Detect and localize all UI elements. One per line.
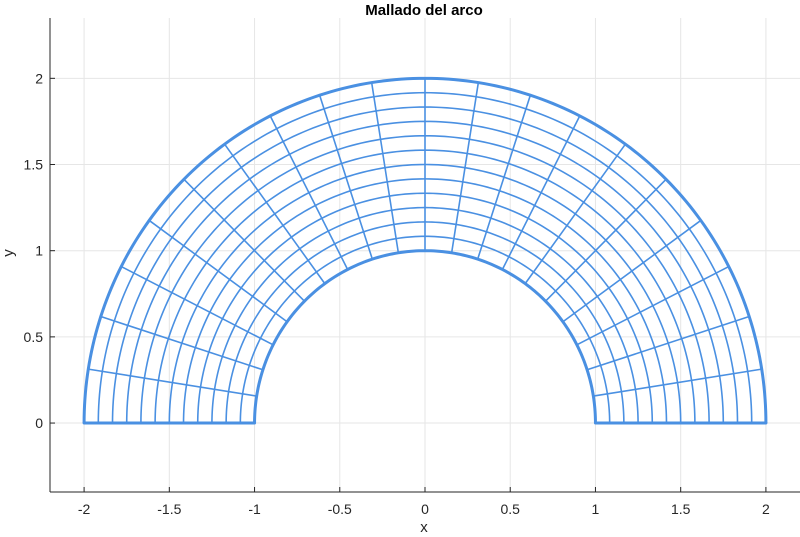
mesh-radial-line bbox=[450, 81, 480, 254]
y-tick-label: 2 bbox=[35, 70, 43, 86]
arch-mesh bbox=[82, 76, 768, 425]
chart-title: Mallado del arco bbox=[365, 2, 483, 19]
mesh-radial-line bbox=[592, 368, 763, 397]
y-tick-label: 1 bbox=[35, 243, 43, 259]
x-tick-label: -1 bbox=[248, 501, 261, 517]
mesh-radial-line bbox=[562, 219, 702, 323]
mesh-radial-line bbox=[501, 115, 581, 271]
x-tick-label: 1 bbox=[592, 501, 600, 517]
mesh-radial-line bbox=[370, 81, 400, 254]
mesh-radial-line bbox=[99, 315, 264, 371]
x-tick-label: 0 bbox=[421, 501, 429, 517]
y-tick-label: 0 bbox=[35, 415, 43, 431]
tick-labels: -2 -1.5 -1 -0.5 0 0.5 1 1.5 2 0 0.5 1 1.5 2 bbox=[24, 70, 770, 517]
mesh-radial-line bbox=[576, 265, 730, 346]
x-tick-label: 0.5 bbox=[500, 501, 520, 517]
x-tick-label: -1.5 bbox=[157, 501, 181, 517]
x-tick-label: -2 bbox=[78, 501, 91, 517]
mesh-radial-line bbox=[586, 315, 751, 371]
mesh-radial-line bbox=[544, 178, 667, 302]
x-tick-label: 2 bbox=[762, 501, 770, 517]
mesh-radial-line bbox=[87, 368, 258, 397]
x-tick-label: 1.5 bbox=[671, 501, 691, 517]
y-tick-label: 1.5 bbox=[24, 157, 44, 173]
mesh-radial-line bbox=[476, 94, 532, 260]
mesh-radial-line bbox=[524, 143, 627, 285]
mesh-radial-line bbox=[120, 265, 274, 346]
y-tick-label: 0.5 bbox=[24, 329, 44, 345]
axes bbox=[49, 18, 800, 493]
mesh-radial-line bbox=[223, 143, 326, 285]
mesh-radial-line bbox=[318, 94, 374, 260]
mesh-radial-line bbox=[269, 115, 349, 271]
x-tick-label: -0.5 bbox=[328, 501, 352, 517]
mesh-radial-line bbox=[148, 219, 288, 323]
x-axis-label: x bbox=[420, 519, 428, 536]
mesh-radial-line bbox=[183, 178, 306, 302]
y-axis-label: y bbox=[0, 249, 17, 257]
